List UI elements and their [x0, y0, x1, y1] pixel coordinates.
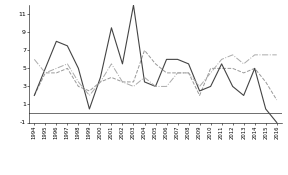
UEMOA	[231, 54, 234, 56]
CEMAC	[33, 94, 36, 96]
UEMOA	[143, 76, 146, 78]
CEMAC	[231, 85, 234, 88]
CEMAC	[187, 63, 190, 65]
UEMOA	[209, 72, 212, 74]
UEMOA	[66, 63, 69, 65]
CEMAC	[264, 108, 268, 110]
Afrique Subsaharienne	[187, 72, 190, 74]
Afrique Subsaharienne	[55, 72, 58, 74]
Afrique Subsaharienne	[176, 72, 179, 74]
UEMOA	[187, 72, 190, 74]
Afrique Subsaharienne	[165, 72, 168, 74]
UEMOA	[275, 54, 278, 56]
CEMAC	[209, 85, 212, 88]
CEMAC	[275, 121, 278, 124]
Afrique Subsaharienne	[275, 99, 278, 101]
UEMOA	[110, 63, 113, 65]
CEMAC	[132, 4, 135, 6]
Afrique Subsaharienne	[242, 72, 245, 74]
UEMOA	[132, 85, 135, 88]
Afrique Subsaharienne	[110, 76, 113, 78]
UEMOA	[242, 63, 245, 65]
Afrique Subsaharienne	[154, 63, 157, 65]
Afrique Subsaharienne	[231, 67, 234, 69]
Afrique Subsaharienne	[88, 90, 91, 92]
UEMOA	[88, 94, 91, 96]
CEMAC	[176, 58, 179, 60]
UEMOA	[55, 67, 58, 69]
UEMOA	[198, 85, 201, 88]
CEMAC	[55, 40, 58, 42]
UEMOA	[253, 54, 256, 56]
Afrique Subsaharienne	[121, 81, 124, 83]
UEMOA	[264, 54, 268, 56]
Afrique Subsaharienne	[99, 81, 102, 83]
UEMOA	[220, 58, 223, 60]
CEMAC	[220, 63, 223, 65]
UEMOA	[43, 72, 47, 74]
CEMAC	[66, 45, 69, 47]
Line: CEMAC: CEMAC	[34, 5, 277, 122]
Afrique Subsaharienne	[253, 67, 256, 69]
CEMAC	[121, 63, 124, 65]
CEMAC	[198, 90, 201, 92]
Afrique Subsaharienne	[143, 49, 146, 51]
CEMAC	[253, 67, 256, 69]
CEMAC	[88, 108, 91, 110]
Line: UEMOA: UEMOA	[34, 55, 277, 95]
UEMOA	[154, 85, 157, 88]
Afrique Subsaharienne	[33, 94, 36, 96]
Afrique Subsaharienne	[264, 81, 268, 83]
CEMAC	[165, 58, 168, 60]
UEMOA	[121, 81, 124, 83]
Afrique Subsaharienne	[198, 94, 201, 96]
Afrique Subsaharienne	[220, 67, 223, 69]
CEMAC	[43, 67, 47, 69]
CEMAC	[154, 85, 157, 88]
CEMAC	[143, 81, 146, 83]
Afrique Subsaharienne	[77, 85, 80, 88]
CEMAC	[242, 94, 245, 96]
UEMOA	[33, 58, 36, 60]
CEMAC	[99, 76, 102, 78]
Afrique Subsaharienne	[43, 72, 47, 74]
CEMAC	[110, 27, 113, 29]
UEMOA	[165, 85, 168, 88]
UEMOA	[77, 81, 80, 83]
Line: Afrique Subsaharienne: Afrique Subsaharienne	[34, 50, 277, 100]
CEMAC	[77, 67, 80, 69]
Afrique Subsaharienne	[209, 67, 212, 69]
UEMOA	[99, 81, 102, 83]
UEMOA	[176, 72, 179, 74]
Afrique Subsaharienne	[132, 81, 135, 83]
Afrique Subsaharienne	[66, 67, 69, 69]
